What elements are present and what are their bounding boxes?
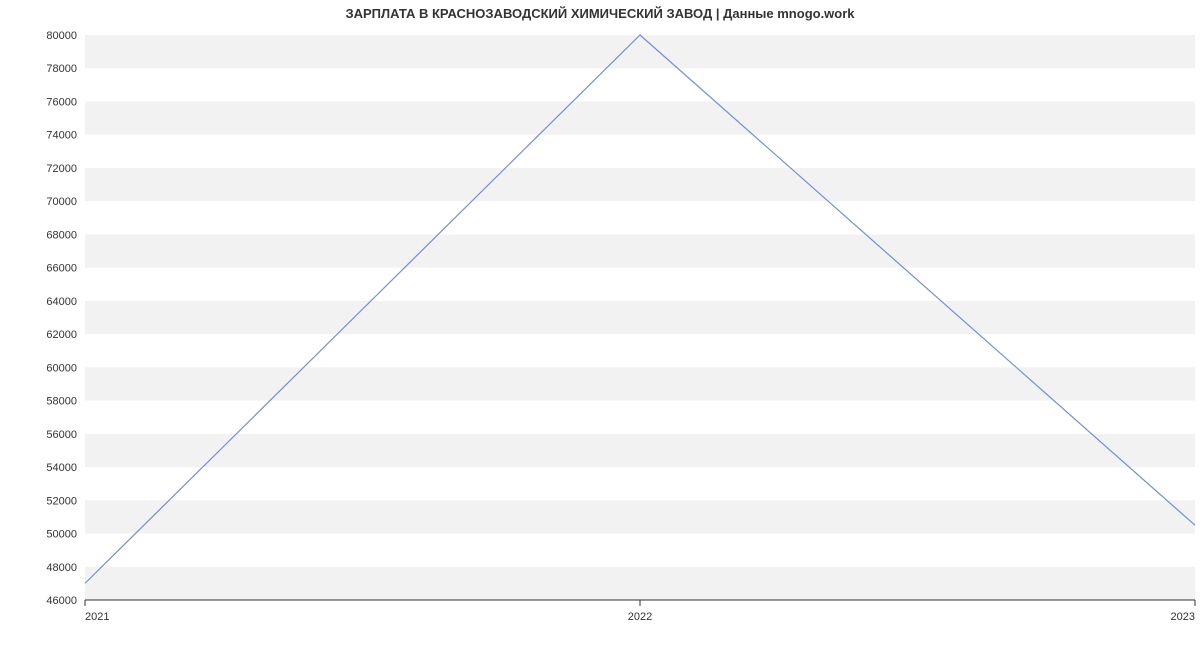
plot-band (85, 434, 1195, 467)
y-tick-label: 48000 (46, 562, 77, 574)
y-tick-label: 52000 (46, 495, 77, 507)
y-tick-label: 64000 (46, 296, 77, 308)
y-tick-label: 80000 (46, 30, 77, 42)
x-tick-label: 2022 (628, 611, 652, 623)
y-tick-label: 62000 (46, 329, 77, 341)
plot-band (85, 367, 1195, 400)
plot-band (85, 234, 1195, 267)
plot-band (85, 301, 1195, 334)
y-tick-label: 56000 (46, 429, 77, 441)
y-tick-label: 70000 (46, 196, 77, 208)
y-tick-label: 60000 (46, 362, 77, 374)
x-tick-label: 2023 (1171, 611, 1195, 623)
y-tick-label: 72000 (46, 163, 77, 175)
y-tick-label: 68000 (46, 229, 77, 241)
y-tick-label: 58000 (46, 396, 77, 408)
y-tick-label: 54000 (46, 462, 77, 474)
x-tick-label: 2021 (85, 611, 109, 623)
y-tick-label: 78000 (46, 63, 77, 75)
plot-band (85, 168, 1195, 201)
plot-band (85, 101, 1195, 134)
chart-title: ЗАРПЛАТА В КРАСНОЗАВОДСКИЙ ХИМИЧЕСКИЙ ЗА… (0, 6, 1200, 21)
y-tick-label: 46000 (46, 595, 77, 607)
chart-svg: 46000 48000 50000 52000 54000 56000 58000 60000… (0, 0, 1200, 650)
y-tick-label: 76000 (46, 96, 77, 108)
y-tick-label: 66000 (46, 263, 77, 275)
y-tick-label: 50000 (46, 529, 77, 541)
y-tick-label: 74000 (46, 130, 77, 142)
plot-band (85, 35, 1195, 68)
plot-band (85, 567, 1195, 600)
salary-line-chart: ЗАРПЛАТА В КРАСНОЗАВОДСКИЙ ХИМИЧЕСКИЙ ЗА… (0, 0, 1200, 650)
plot-band (85, 500, 1195, 533)
